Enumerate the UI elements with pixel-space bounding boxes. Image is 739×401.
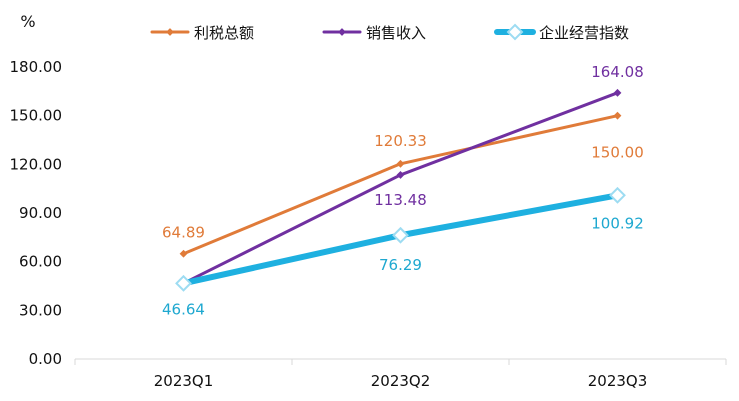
legend-marker-3 bbox=[506, 23, 524, 41]
legend-label-2: 销售收入 bbox=[366, 24, 426, 42]
y-tick-label: 90.00 bbox=[19, 204, 62, 222]
series-point-1 bbox=[179, 249, 188, 258]
y-tick-label: 0.00 bbox=[29, 350, 62, 368]
y-tick-label: 180.00 bbox=[10, 58, 63, 76]
data-label: 100.92 bbox=[591, 214, 644, 232]
series-point-2 bbox=[396, 171, 405, 179]
series-point-2 bbox=[613, 88, 622, 97]
y-tick-label: 120.00 bbox=[10, 155, 63, 173]
data-label: 120.33 bbox=[374, 132, 427, 150]
legend-marker-2 bbox=[338, 28, 346, 36]
data-label: 76.29 bbox=[379, 256, 422, 274]
x-tick-label: 2023Q1 bbox=[154, 372, 214, 390]
legend-label-3: 企业经营指数 bbox=[539, 24, 629, 42]
data-label: 64.89 bbox=[162, 224, 205, 242]
series-point-3 bbox=[609, 186, 626, 204]
legend-label-1: 利税总额 bbox=[194, 24, 254, 42]
data-label: 150.00 bbox=[591, 144, 644, 162]
series-line-2 bbox=[182, 91, 619, 285]
legend-marker-1 bbox=[166, 28, 174, 36]
series-point-1 bbox=[613, 111, 622, 120]
data-label: 46.64 bbox=[162, 300, 205, 318]
x-tick-label: 2023Q2 bbox=[371, 372, 431, 390]
y-tick-label: 150.00 bbox=[10, 107, 63, 125]
series-point-3 bbox=[175, 274, 192, 292]
x-tick-label: 2023Q3 bbox=[588, 372, 648, 390]
data-label: 164.08 bbox=[591, 63, 644, 81]
series-point-1 bbox=[396, 159, 405, 168]
y-unit-label: % bbox=[20, 12, 35, 31]
y-tick-label: 30.00 bbox=[19, 301, 62, 319]
data-label: 113.48 bbox=[374, 191, 427, 209]
series-point-3 bbox=[392, 226, 409, 244]
y-tick-label: 60.00 bbox=[19, 253, 62, 271]
